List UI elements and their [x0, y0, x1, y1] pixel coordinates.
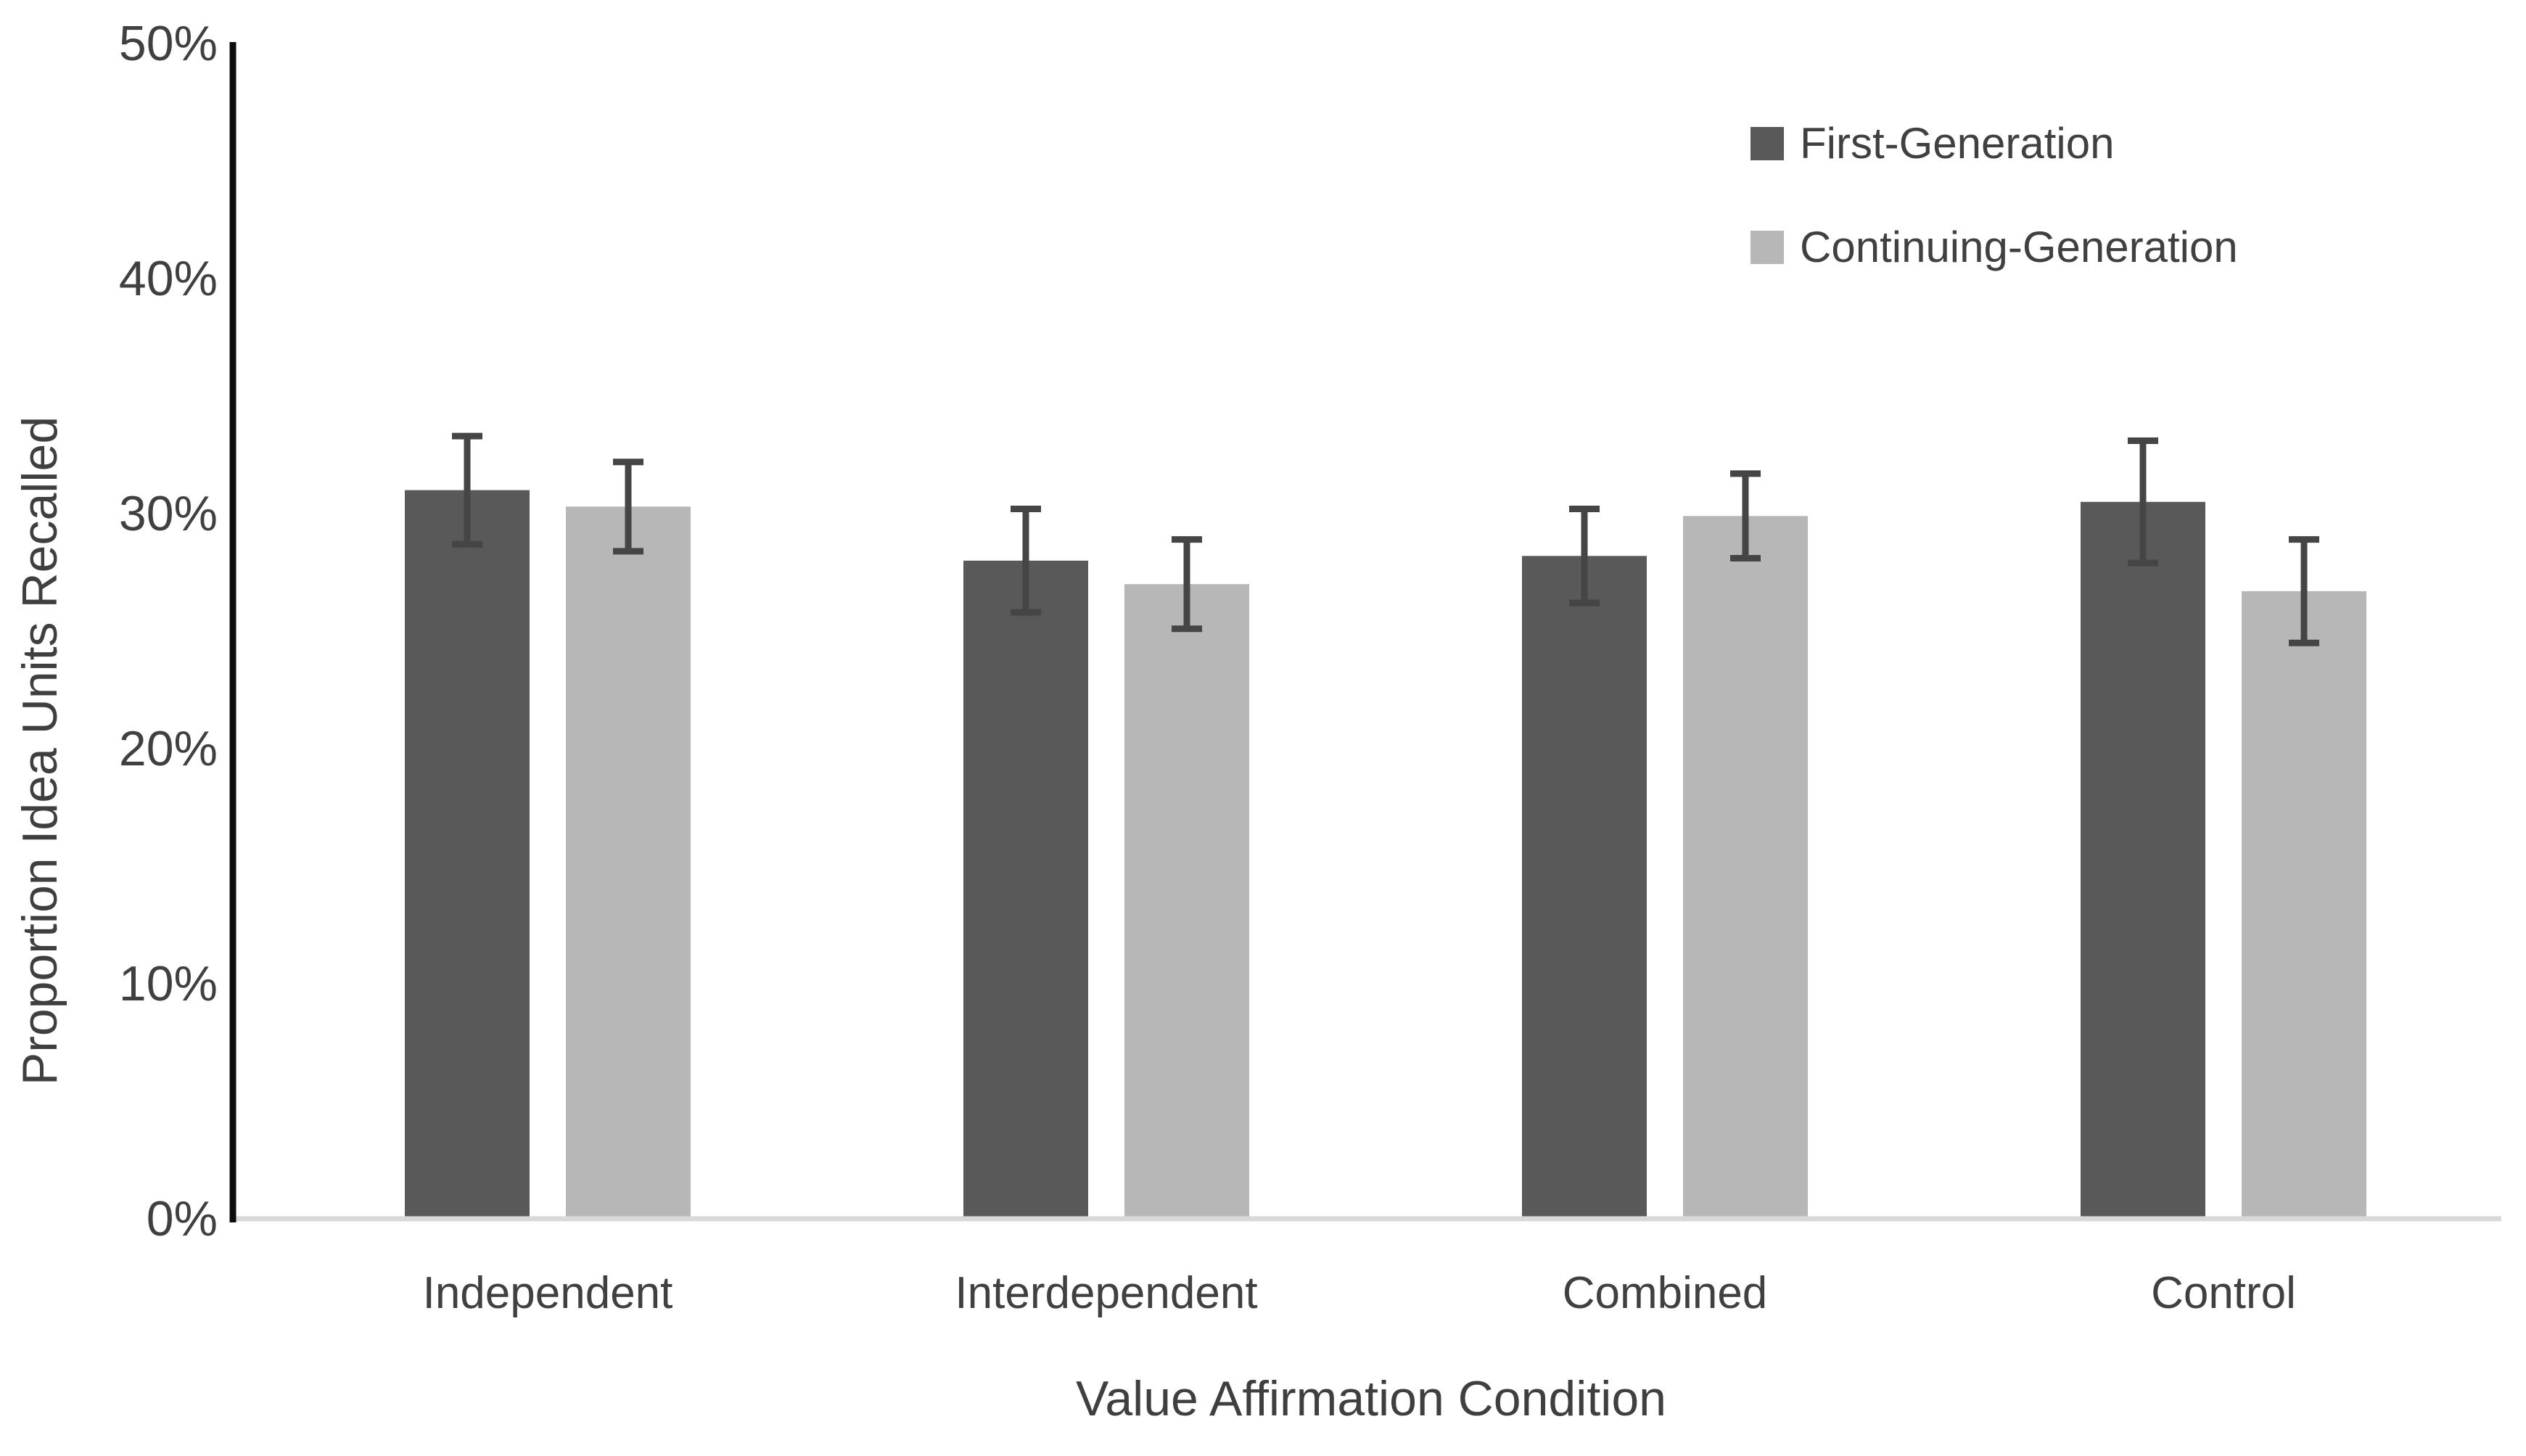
bar-first-generation-interdependent: [963, 560, 1088, 1219]
bar-continuing-generation-interdependent: [1124, 584, 1249, 1219]
continuing-generation-legend-label: Continuing-Generation: [1800, 223, 2238, 271]
y-tick-label: 20%: [118, 721, 218, 776]
x-category-label: Interdependent: [955, 1268, 1258, 1318]
y-tick-label: 0%: [146, 1191, 218, 1246]
y-tick-label: 50%: [118, 16, 218, 71]
y-tick-label: 40%: [118, 251, 218, 306]
y-tick-label: 10%: [118, 956, 218, 1011]
bar-continuing-generation-combined: [1683, 516, 1808, 1219]
x-category-label: Control: [2151, 1268, 2296, 1318]
bar-first-generation-control: [2081, 501, 2205, 1219]
first-generation-swatch-icon: [1750, 126, 1784, 160]
continuing-generation-swatch-icon: [1750, 230, 1784, 264]
bar-first-generation-combined: [1522, 556, 1647, 1219]
x-category-label: Independent: [422, 1268, 673, 1318]
bar-continuing-generation-control: [2242, 591, 2366, 1219]
first-generation-legend-label: First-Generation: [1800, 119, 2115, 168]
legend-item-continuing-generation: Continuing-Generation: [1750, 222, 2238, 272]
x-axis-title: Value Affirmation Condition: [1076, 1371, 1666, 1426]
bar-continuing-generation-independent: [566, 506, 691, 1219]
y-tick-label: 30%: [118, 486, 218, 541]
x-category-label: Combined: [1562, 1268, 1768, 1318]
legend-item-first-generation: First-Generation: [1750, 118, 2114, 168]
bar-first-generation-independent: [405, 490, 530, 1219]
